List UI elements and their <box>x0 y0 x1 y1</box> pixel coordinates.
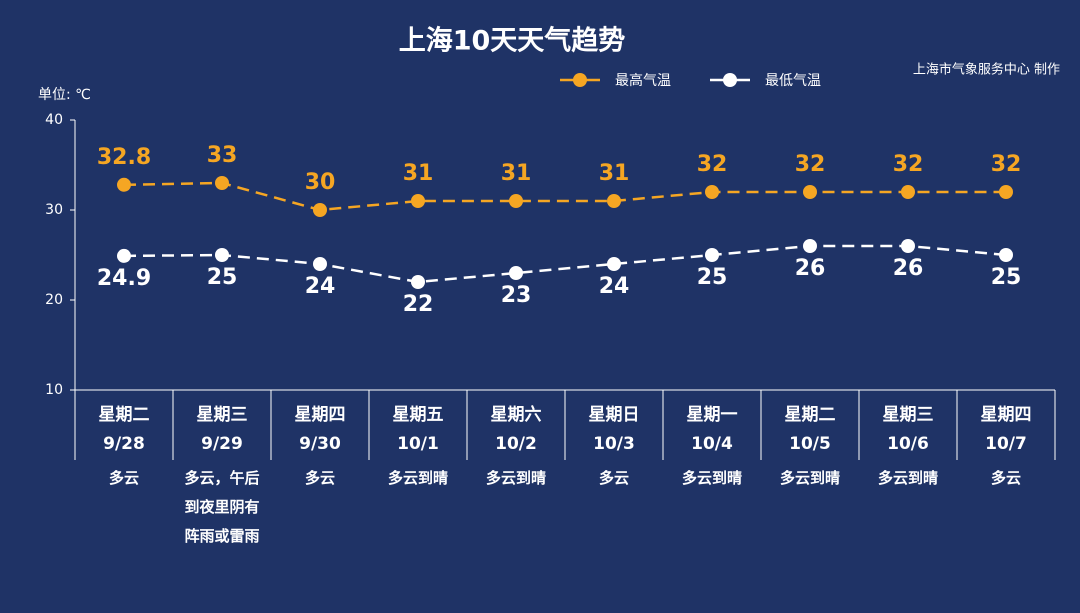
data-label: 31 <box>403 161 434 186</box>
x-tick-label: 9/29 <box>201 434 243 454</box>
x-tick-label: 10/1 <box>397 434 439 454</box>
weather-label: 多云 <box>305 469 335 487</box>
data-label: 26 <box>893 256 924 281</box>
data-label: 32 <box>893 152 924 177</box>
weekday-label: 星期日 <box>589 405 640 425</box>
point <box>215 248 229 262</box>
x-tick-label: 10/2 <box>495 434 537 454</box>
point <box>117 248 131 263</box>
weekday-label: 星期三 <box>197 405 248 425</box>
weather-label: 多云 <box>991 469 1021 487</box>
weekday-label: 星期一 <box>687 405 738 425</box>
weekday-label: 星期二 <box>785 405 836 425</box>
point <box>313 257 327 271</box>
point <box>411 275 425 289</box>
weekday-label: 星期四 <box>981 405 1032 425</box>
point <box>215 176 229 190</box>
weather-label: 多云 <box>599 469 629 487</box>
point <box>901 239 915 253</box>
source: 上海市气象服务中心 制作 <box>913 62 1060 78</box>
y-axis-label: 单位: ℃ <box>38 87 91 103</box>
y-tick-label: 40 <box>45 112 63 128</box>
data-label: 25 <box>991 265 1022 290</box>
point <box>509 266 523 280</box>
data-label: 32 <box>991 152 1022 177</box>
data-label: 25 <box>697 265 728 290</box>
weather-label: 多云到晴 <box>486 469 546 487</box>
data-label: 32.8 <box>97 145 151 170</box>
weather-label: 多云到晴 <box>388 469 448 487</box>
data-label: 32 <box>795 152 826 177</box>
legend-marker <box>723 73 737 87</box>
data-label: 23 <box>501 283 532 308</box>
point <box>999 248 1013 262</box>
x-tick-label: 10/3 <box>593 434 635 454</box>
point <box>705 248 719 262</box>
y-tick-label: 10 <box>45 382 63 398</box>
data-label: 31 <box>599 161 630 186</box>
legend-label: 最低气温 <box>765 73 821 89</box>
weather-label: 多云到晴 <box>682 469 742 487</box>
x-tick-label: 9/28 <box>103 434 145 454</box>
point <box>803 239 817 253</box>
x-tick-label: 10/6 <box>887 434 929 454</box>
point <box>313 203 327 217</box>
weekday-label: 星期五 <box>393 405 444 425</box>
chart-title: 上海10天天气趋势 <box>399 26 626 57</box>
point <box>509 194 523 208</box>
data-label: 25 <box>207 265 238 290</box>
data-label: 24.9 <box>97 266 151 291</box>
x-tick-label: 10/4 <box>691 434 733 454</box>
x-tick-label: 9/30 <box>299 434 341 454</box>
weekday-label: 星期二 <box>99 405 150 425</box>
data-label: 33 <box>207 143 238 168</box>
data-label: 26 <box>795 256 826 281</box>
point <box>607 194 621 208</box>
point <box>705 185 719 199</box>
x-tick-label: 10/7 <box>985 434 1027 454</box>
data-label: 30 <box>305 170 336 195</box>
data-label: 22 <box>403 292 434 317</box>
data-label: 32 <box>697 152 728 177</box>
y-tick-label: 20 <box>45 292 63 308</box>
data-label: 31 <box>501 161 532 186</box>
weekday-label: 星期四 <box>295 405 346 425</box>
point <box>999 185 1013 199</box>
x-tick-label: 10/5 <box>789 434 831 454</box>
data-label: 24 <box>305 274 336 299</box>
point <box>901 185 915 199</box>
weather-label: 多云 <box>109 469 139 487</box>
line <box>123 181 1006 212</box>
point <box>803 185 817 199</box>
point <box>411 194 425 208</box>
weekday-label: 星期三 <box>883 405 934 425</box>
weekday-label: 星期六 <box>491 404 542 425</box>
data-label: 24 <box>599 274 630 299</box>
line <box>123 244 1007 284</box>
point <box>117 177 131 192</box>
legend-marker <box>573 73 587 87</box>
legend-label: 最高气温 <box>615 72 671 89</box>
y-tick-label: 30 <box>45 202 63 218</box>
weather-label: 多云，午后到夜里阴有阵雨或雷雨 <box>184 469 259 545</box>
weather-label: 多云到晴 <box>780 469 840 487</box>
weather-label: 多云到晴 <box>878 469 938 487</box>
point <box>607 257 621 271</box>
